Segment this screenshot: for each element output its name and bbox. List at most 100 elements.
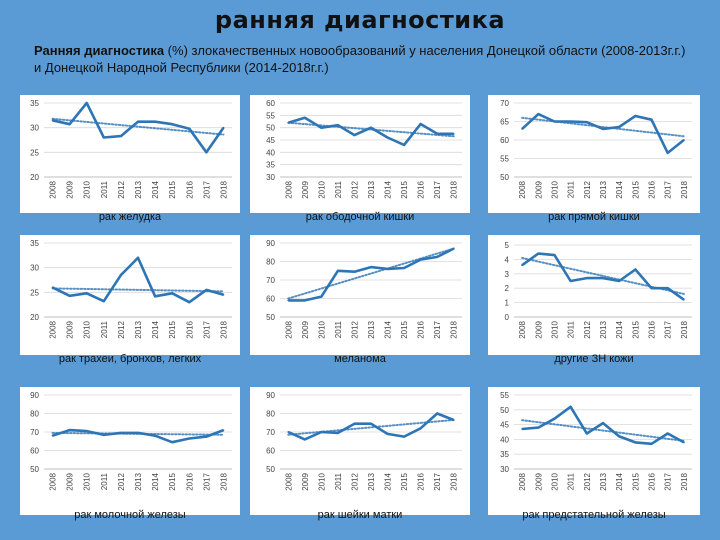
x-tick-label: 2015 [631, 472, 640, 490]
x-tick-label: 2009 [66, 180, 75, 198]
x-tick-label: 2008 [518, 180, 527, 198]
x-tick-label: 2008 [284, 320, 293, 338]
x-tick-label: 2013 [134, 320, 143, 338]
data-point [618, 435, 621, 438]
data-point [303, 438, 306, 441]
x-tick-label: 2017 [433, 320, 442, 338]
y-tick-label: 40 [266, 148, 275, 157]
y-tick-label: 45 [500, 421, 509, 430]
x-tick-label: 2016 [185, 472, 194, 490]
data-point [602, 422, 604, 425]
x-tick-label: 2018 [450, 472, 459, 490]
y-tick-label: 35 [30, 99, 39, 108]
x-tick-label: 2008 [284, 472, 293, 490]
data-point [569, 405, 572, 408]
chart-panel-4: 20 25 30 35 2008 2009 2010 2011 2012 2013 2014 2015… [20, 235, 240, 355]
x-tick-label: 2013 [367, 320, 376, 338]
chart-label: рак желудка [99, 211, 162, 223]
x-tick-label: 2017 [202, 180, 211, 198]
data-point [68, 123, 71, 126]
data-point [337, 432, 339, 434]
y-tick-label: 35 [500, 450, 509, 459]
subtitle-bold: Ранняя диагностика [34, 43, 165, 58]
data-point [188, 127, 191, 130]
x-tick-label: 2015 [400, 472, 409, 490]
trend-line [521, 419, 685, 442]
y-tick-label: 65 [500, 118, 509, 127]
data-point [521, 127, 523, 130]
x-tick-label: 2011 [100, 320, 109, 338]
data-point [452, 247, 455, 250]
x-tick-label: 2013 [367, 472, 376, 490]
x-tick-label: 2013 [599, 180, 608, 198]
x-tick-label: 2010 [550, 472, 559, 490]
x-tick-label: 2013 [367, 180, 376, 198]
data-point [370, 126, 372, 129]
data-point [303, 299, 306, 302]
data-point [553, 417, 556, 420]
data-point [222, 293, 225, 296]
data-point [634, 441, 637, 444]
x-tick-label: 2014 [151, 472, 160, 490]
data-point [569, 280, 572, 282]
y-tick-label: 30 [500, 465, 509, 474]
x-tick-label: 2013 [134, 472, 143, 490]
x-tick-label: 2015 [400, 180, 409, 198]
data-point [205, 288, 208, 291]
x-tick-label: 2008 [518, 320, 527, 338]
chart-label: рак молочной железы [74, 509, 186, 521]
x-tick-label: 2013 [599, 472, 608, 490]
data-point [287, 431, 290, 433]
trend-line [287, 247, 455, 300]
x-tick-label: 2012 [117, 320, 126, 338]
x-tick-label: 2016 [417, 180, 426, 198]
chart-label: другие ЗН кожи [554, 353, 633, 365]
data-point [386, 268, 389, 270]
y-tick-label: 60 [30, 447, 39, 456]
x-tick-label: 2014 [615, 180, 624, 198]
x-tick-label: 2008 [49, 180, 58, 198]
y-tick-label: 70 [266, 428, 275, 437]
y-tick-label: 55 [500, 391, 509, 400]
x-tick-label: 2015 [168, 472, 177, 490]
trend-line [51, 287, 225, 293]
x-tick-label: 2013 [599, 320, 608, 338]
data-point [436, 255, 439, 258]
data-point [85, 292, 88, 295]
x-tick-label: 2018 [219, 320, 228, 338]
chart-background [488, 387, 700, 515]
data-point [521, 428, 523, 430]
chart-label: рак трахеи, бронхов, легких [59, 353, 202, 365]
y-tick-label: 80 [30, 410, 39, 419]
x-tick-label: 2016 [417, 472, 426, 490]
data-point [171, 292, 174, 295]
data-point [68, 294, 71, 297]
x-tick-label: 2012 [583, 472, 592, 490]
data-point [68, 429, 71, 432]
chart-background [250, 95, 470, 213]
data-point [634, 115, 637, 117]
data-point [419, 427, 422, 430]
chart-background [20, 235, 240, 355]
x-tick-label: 2009 [301, 320, 310, 338]
data-point [188, 437, 191, 440]
data-point [650, 118, 653, 121]
data-point [419, 258, 422, 261]
data-point [154, 434, 156, 437]
data-point [666, 152, 669, 154]
data-point [634, 268, 637, 271]
data-point [188, 301, 191, 304]
x-tick-label: 2009 [66, 320, 75, 338]
data-point [403, 144, 405, 146]
chart-panel-5: 50 60 70 80 90 2008 2009 2010 2011 2012 2013 2014 20… [250, 235, 470, 355]
x-tick-label: 2011 [334, 472, 343, 490]
x-tick-label: 2008 [49, 472, 58, 490]
y-tick-label: 60 [266, 99, 275, 108]
data-point [171, 123, 174, 126]
data-point [171, 441, 174, 444]
chart-label: рак шейки матки [318, 509, 403, 521]
data-point [320, 126, 323, 129]
x-tick-label: 2011 [334, 320, 343, 338]
y-tick-label: 5 [505, 241, 510, 250]
